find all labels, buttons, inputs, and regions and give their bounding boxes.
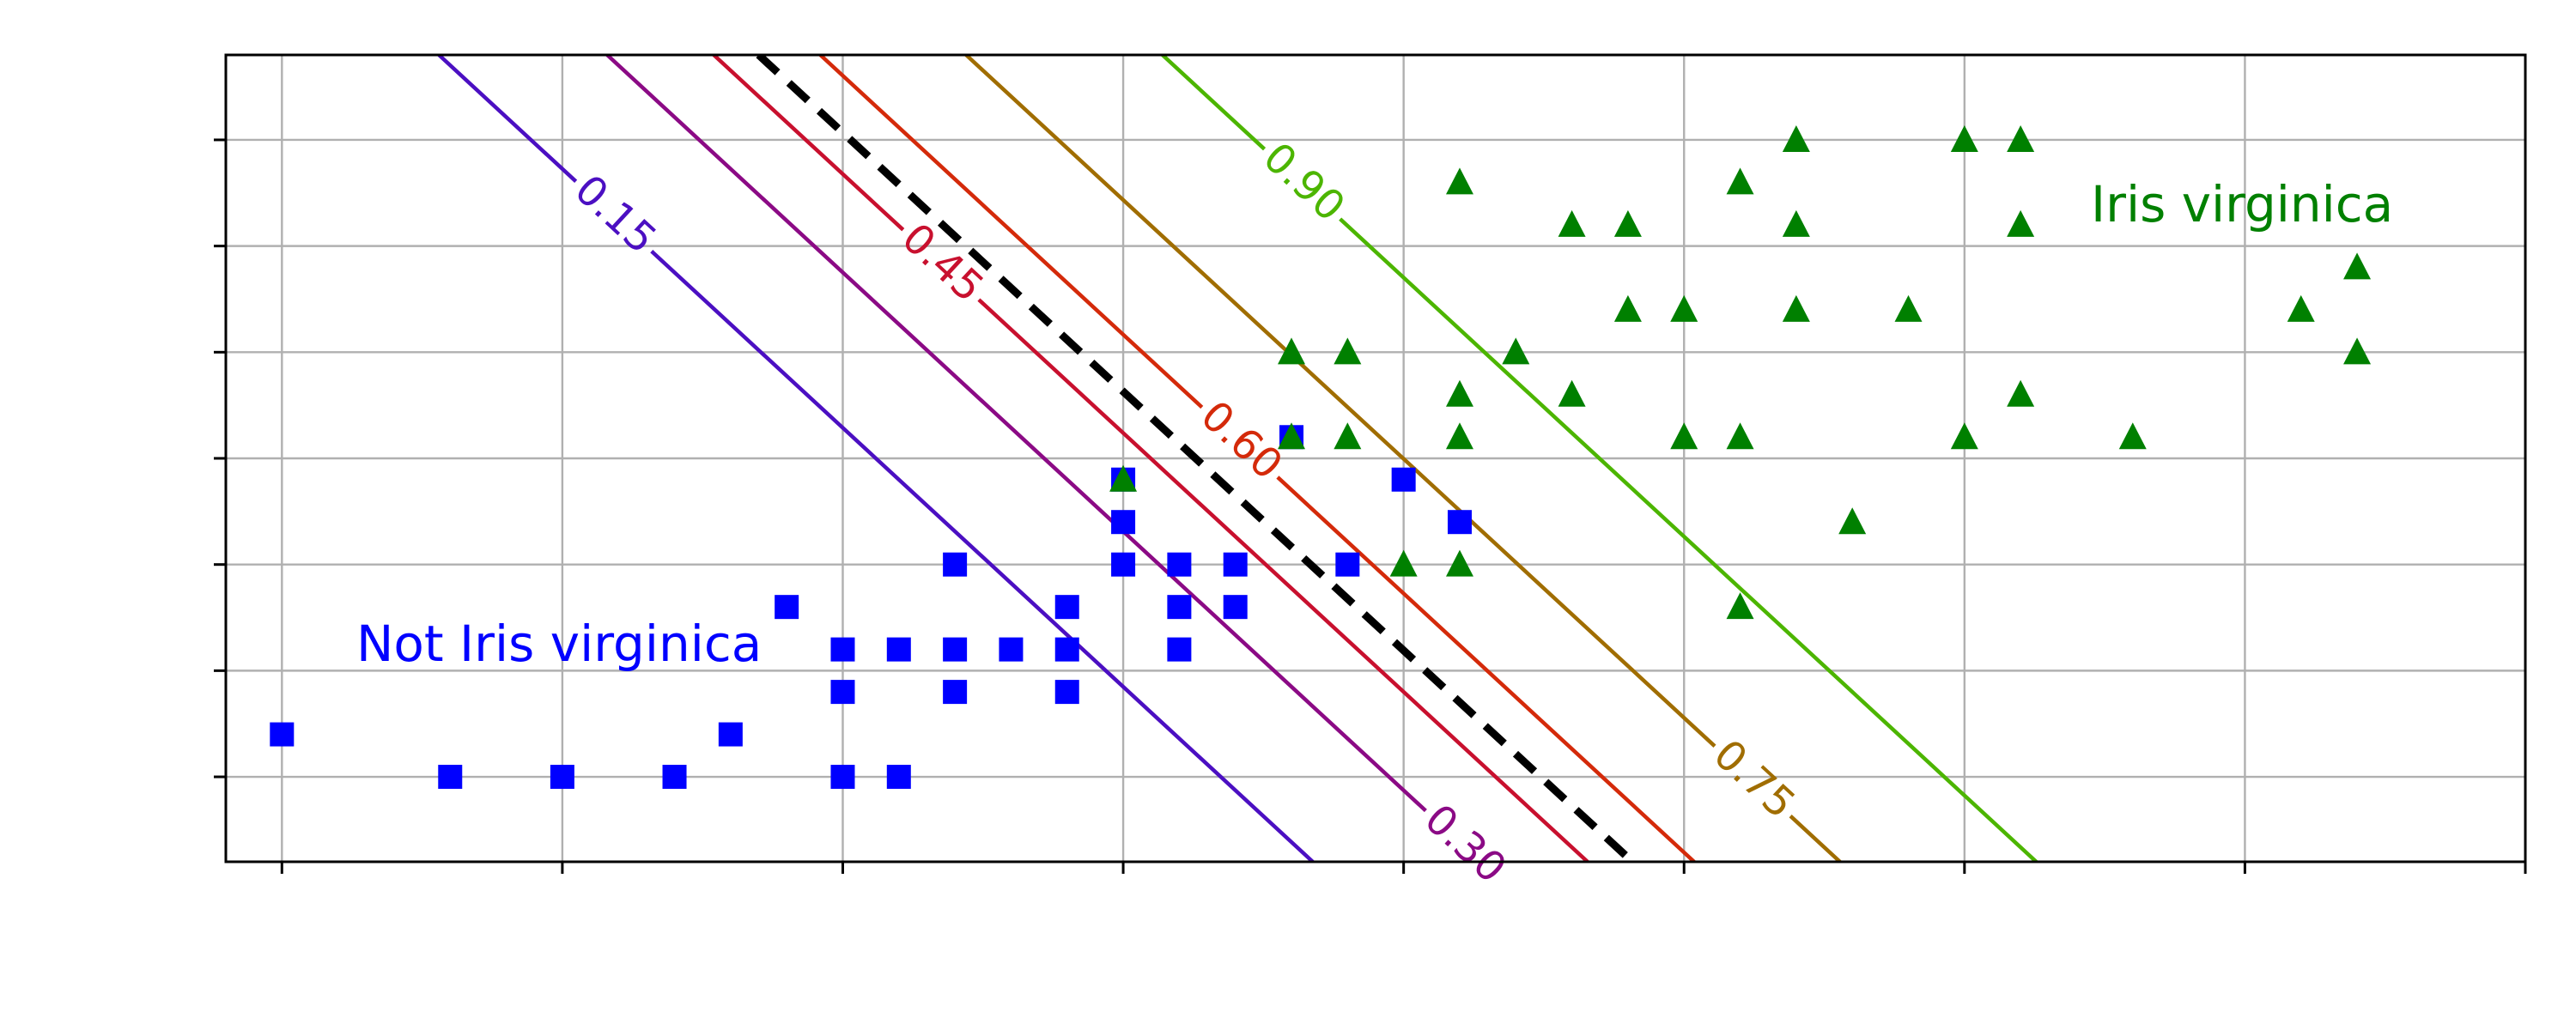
point-virginica <box>1950 124 1978 152</box>
contour-line-0-90 <box>1339 217 2038 862</box>
point-not-virginica <box>1223 595 1248 620</box>
point-not-virginica <box>1167 552 1192 577</box>
point-virginica <box>2007 209 2035 237</box>
point-not-virginica <box>830 680 855 705</box>
point-not-virginica <box>718 722 743 747</box>
point-virginica <box>1445 549 1473 577</box>
contour-line-0-45 <box>712 55 905 232</box>
contour-line-0-75 <box>1789 815 1842 862</box>
contour-line-0-75 <box>964 55 1716 748</box>
point-virginica <box>1109 464 1138 492</box>
point-virginica <box>1782 124 1810 152</box>
point-virginica <box>1558 379 1586 407</box>
point-not-virginica <box>1111 510 1136 535</box>
contour-line-0-90 <box>1161 55 1267 151</box>
contour-label-0-30: 0.30 <box>1415 795 1516 893</box>
point-virginica <box>1726 422 1754 450</box>
point-virginica <box>1670 422 1698 450</box>
point-virginica <box>1782 209 1810 237</box>
point-not-virginica <box>1391 467 1416 492</box>
point-virginica <box>2343 252 2372 280</box>
point-virginica <box>1894 294 1923 322</box>
point-virginica <box>1613 294 1642 322</box>
data-points <box>270 124 2372 790</box>
contour-label-0-75: 0.75 <box>1704 730 1805 828</box>
point-virginica <box>2118 422 2147 450</box>
point-not-virginica <box>999 637 1024 662</box>
grid-lines <box>226 55 2527 862</box>
point-not-virginica <box>1167 595 1192 620</box>
point-not-virginica <box>886 765 911 790</box>
point-virginica <box>2287 294 2315 322</box>
contour-label-0-90: 0.90 <box>1254 133 1354 231</box>
contour-line-0-45 <box>977 298 1589 862</box>
contour-labels: 0.150.300.450.600.750.90 <box>566 133 1805 892</box>
decision-boundary <box>756 55 1636 862</box>
point-not-virginica <box>662 765 687 790</box>
point-not-virginica <box>1335 552 1360 577</box>
point-not-virginica <box>830 765 855 790</box>
point-virginica <box>1782 294 1810 322</box>
point-virginica <box>1950 422 1978 450</box>
point-not-virginica <box>943 680 968 705</box>
point-virginica <box>1838 507 1867 535</box>
point-virginica <box>1445 379 1473 407</box>
annotation-not-iris-virginica: Not Iris virginica <box>356 615 762 673</box>
point-not-virginica <box>438 765 463 790</box>
point-not-virginica <box>886 637 911 662</box>
point-not-virginica <box>270 722 295 747</box>
contour-line-0-15 <box>437 55 578 183</box>
point-virginica <box>1278 337 1306 365</box>
point-virginica <box>1445 422 1473 450</box>
point-virginica <box>1389 549 1418 577</box>
contour-label-0-60: 0.60 <box>1192 391 1292 489</box>
point-virginica <box>1334 337 1362 365</box>
contour-label-0-15: 0.15 <box>566 166 666 264</box>
contour-line-0-60 <box>1276 476 1696 862</box>
point-not-virginica <box>943 637 968 662</box>
point-not-virginica <box>550 765 574 790</box>
point-not-virginica <box>1054 637 1079 662</box>
point-virginica <box>2007 379 2035 407</box>
plot-frame <box>224 53 2527 863</box>
point-virginica <box>1670 294 1698 322</box>
point-virginica <box>2343 337 2372 365</box>
point-virginica <box>1502 337 1530 365</box>
point-virginica <box>1334 422 1362 450</box>
point-not-virginica <box>775 595 799 620</box>
point-virginica <box>2007 124 2035 152</box>
point-not-virginica <box>1054 595 1079 620</box>
point-virginica <box>1726 592 1754 620</box>
point-virginica <box>1613 209 1642 237</box>
point-virginica <box>1445 167 1473 195</box>
point-virginica <box>1726 167 1754 195</box>
contour-line-0-15 <box>650 250 1315 862</box>
point-not-virginica <box>1111 552 1136 577</box>
axis-ticks <box>214 138 2527 874</box>
probability-contours <box>437 55 2038 862</box>
point-not-virginica <box>1223 552 1248 577</box>
point-not-virginica <box>830 637 855 662</box>
point-virginica <box>1558 209 1586 237</box>
point-virginica <box>1278 422 1306 450</box>
decision-boundary-line <box>756 55 1636 862</box>
contour-line-0-30 <box>605 55 1427 813</box>
point-not-virginica <box>1447 510 1472 535</box>
point-not-virginica <box>943 552 968 577</box>
annotation-iris-virginica: Iris virginica <box>2091 175 2393 233</box>
point-not-virginica <box>1167 637 1192 662</box>
contour-line-0-60 <box>818 55 1204 409</box>
point-not-virginica <box>1054 680 1079 705</box>
